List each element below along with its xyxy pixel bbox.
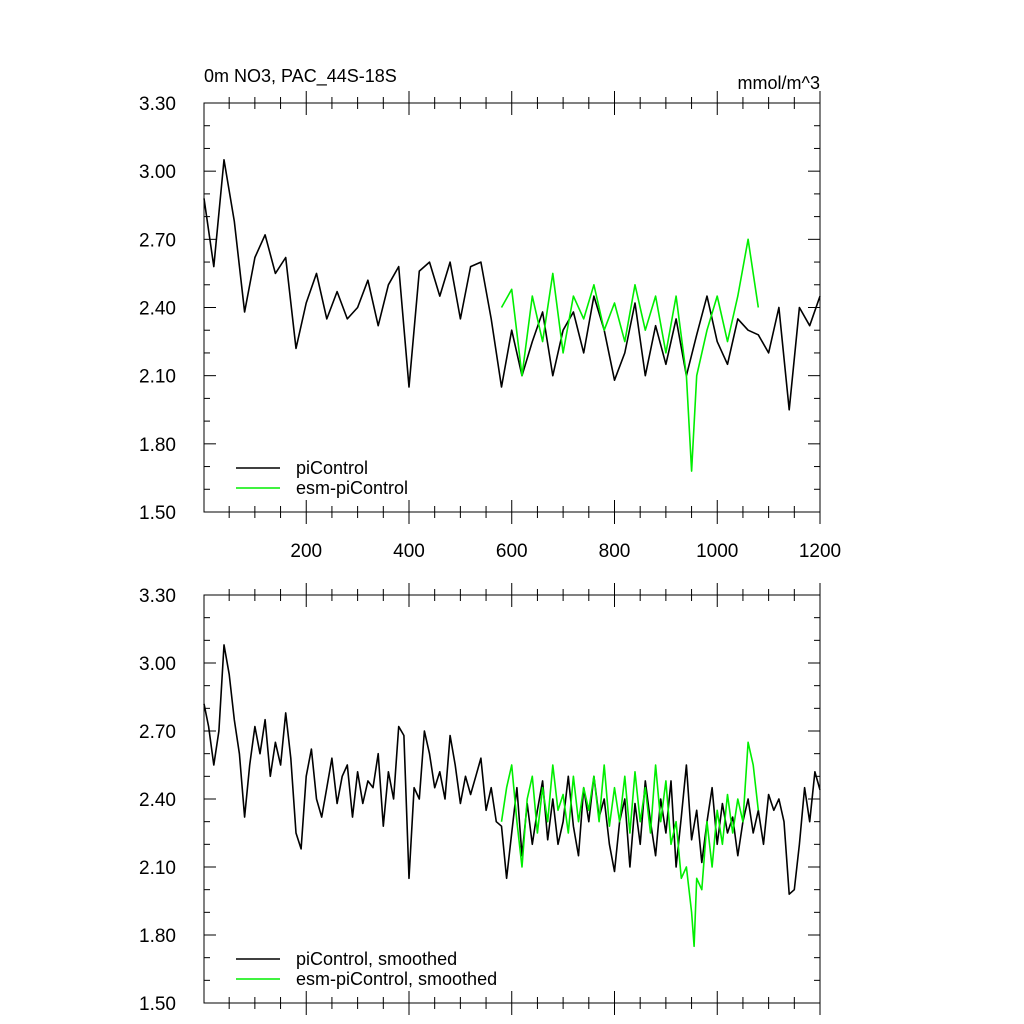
bottom-series-line-picontrol xyxy=(203,644,821,896)
bottom-y-tick-label: 2.10 xyxy=(139,858,176,879)
bottom-y-tick-label: 3.30 xyxy=(139,586,176,607)
bottom-y-tick-label: 1.50 xyxy=(139,994,176,1015)
top-y-tick-label: 3.00 xyxy=(139,162,176,183)
top-x-tick-label: 200 xyxy=(290,541,322,562)
bottom-legend-label: esm-piControl, smoothed xyxy=(296,969,497,989)
bottom-y-tick-label: 1.80 xyxy=(139,926,176,947)
top-legend-label: esm-piControl xyxy=(296,478,408,498)
top-y-tick-label: 2.40 xyxy=(139,299,176,320)
top-x-tick-label: 1000 xyxy=(696,541,738,562)
top-y-tick-label: 3.30 xyxy=(139,94,176,115)
top-x-tick-label: 400 xyxy=(393,541,425,562)
bottom-y-tick-label: 2.40 xyxy=(139,790,176,811)
top-y-tick-label: 1.50 xyxy=(139,503,176,524)
top-x-tick-label: 1200 xyxy=(799,541,841,562)
top-chart-units: mmol/m^3 xyxy=(738,73,820,93)
top-x-tick-label: 800 xyxy=(599,541,631,562)
bottom-legend-label: piControl, smoothed xyxy=(296,949,457,969)
bottom-y-tick-label: 2.70 xyxy=(139,722,176,743)
top-y-tick-label: 1.80 xyxy=(139,435,176,456)
top-chart-title: 0m NO3, PAC_44S-18S xyxy=(204,66,397,87)
top-plot-frame xyxy=(203,102,821,513)
top-plot-panel: 1.50 1.80 2.10 2.40 2.70 3.00 3.30 200 400 600 800… xyxy=(139,91,841,562)
top-y-tick-label: 2.70 xyxy=(139,230,176,251)
top-series-line-picontrol xyxy=(203,159,821,411)
top-y-tick-label: 2.10 xyxy=(139,367,176,388)
top-x-tick-label: 600 xyxy=(496,541,528,562)
top-legend-label: piControl xyxy=(296,458,368,478)
bottom-y-tick-label: 3.00 xyxy=(139,654,176,675)
bottom-plot-panel: 1.50 1.80 2.10 2.40 2.70 3.00 3.30 piControl, s… xyxy=(139,583,821,1015)
bottom-series-line-esm-picontrol xyxy=(500,741,760,948)
top-series-line-esm-picontrol xyxy=(500,238,760,472)
